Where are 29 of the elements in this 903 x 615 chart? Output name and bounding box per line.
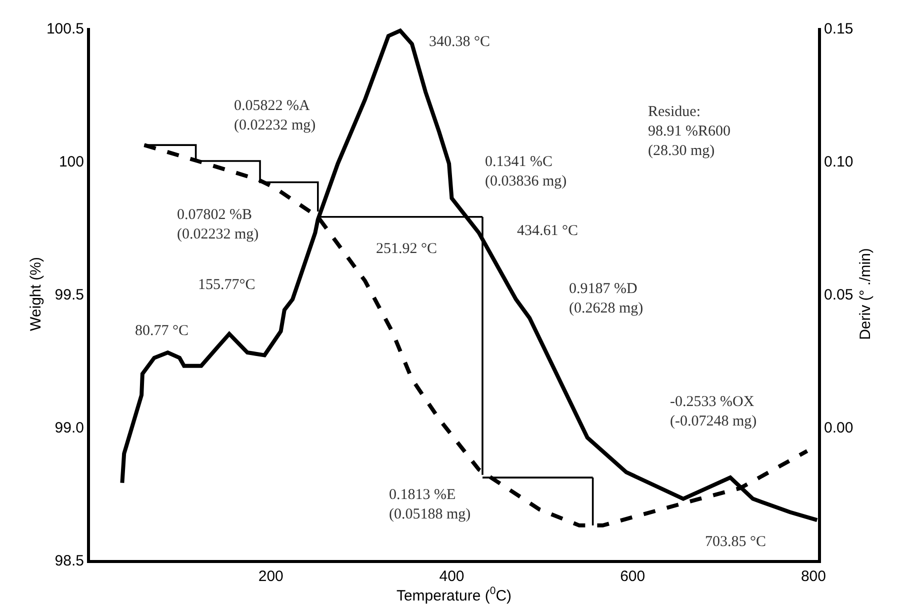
x-tick-label: 400 (439, 568, 464, 585)
annotation: 703.85 °C (705, 534, 766, 550)
y2-tick-label: 0.10 (824, 153, 854, 170)
y-tick-label: 100.5 (46, 20, 84, 38)
annotation: 0.1341 %C (0.03836 mg) (485, 154, 567, 190)
y2-axis-title: Deriv (° ./min) (857, 248, 874, 340)
annotation: 0.9187 %D (0.2628 mg) (569, 281, 644, 316)
annotation: 434.61 °C (517, 223, 578, 239)
x-tick-label: 600 (620, 568, 646, 585)
y2-tick-label: 0.00 (824, 419, 854, 436)
annotation: 80.77 °C (135, 323, 189, 339)
annotation: 0.1813 %E (0.05188 mg) (389, 487, 471, 522)
annotation: 155.77°C (198, 277, 256, 293)
x-tick-label: 800 (800, 568, 826, 585)
annotation: 0.07802 %B (0.02232 mg) (177, 207, 259, 242)
x-axis-title: Temperature ($^{0}$C) (396, 585, 512, 604)
x-tick-label: 200 (258, 568, 284, 585)
y-tick-label: 99.5 (54, 286, 84, 304)
y-tick-label: 98.5 (54, 552, 84, 570)
annotation: 251.92 °C (376, 241, 438, 257)
y-tick-label: 99.0 (54, 419, 84, 436)
annotation: -0.2533 %OX (-0.07248 mg) (670, 394, 757, 430)
y2-tick-label: 0.05 (824, 286, 854, 304)
y-axis-title: Weight (%) (28, 257, 45, 331)
annotation: Residue: 98.91 %R600 (28.30 mg) (648, 104, 730, 159)
y-tick-label: 100 (58, 153, 84, 170)
y2-tick-label: 0.15 (824, 20, 854, 38)
annotation: 340.38 °C (429, 34, 490, 50)
annotation: 0.05822 %A (0.02232 mg) (234, 98, 316, 134)
